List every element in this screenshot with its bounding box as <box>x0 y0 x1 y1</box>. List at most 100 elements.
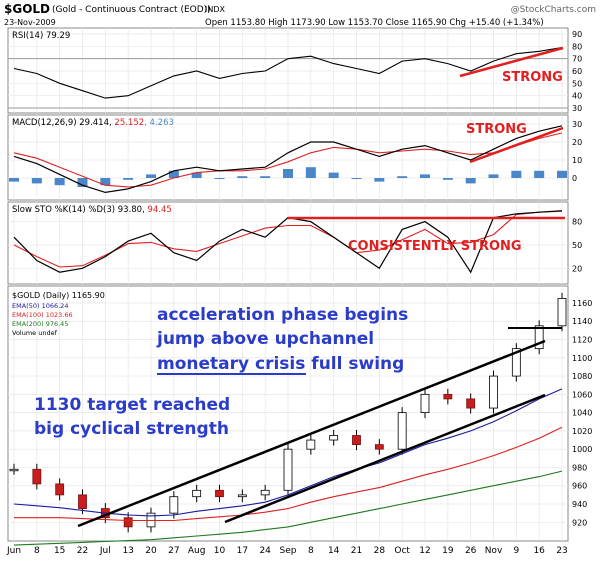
macd-histogram-bar <box>374 178 385 182</box>
x-tick-label: 26 <box>465 546 477 556</box>
macd-histogram-bar <box>283 169 293 178</box>
rsi-tick-label: 60 <box>572 67 582 76</box>
macd-tick-label: 20 <box>572 138 582 147</box>
rsi-tick-label: 40 <box>572 92 582 101</box>
macd-strong-note: STRONG <box>466 122 527 137</box>
candle-body <box>397 412 407 450</box>
candle-body <box>489 375 498 409</box>
ema200-line <box>13 470 563 546</box>
candle-body <box>237 494 247 498</box>
rsi-tick-label: 90 <box>572 30 582 39</box>
macd-histogram-bar <box>465 178 476 184</box>
upper-channel-line <box>77 339 546 528</box>
macd-histogram-bar <box>237 176 248 178</box>
macd-signal-line <box>13 132 563 188</box>
candle-body <box>352 435 361 446</box>
candle-body <box>55 483 65 496</box>
x-tick-label: 27 <box>168 546 179 556</box>
macd-histogram-bar <box>260 176 271 178</box>
x-tick-label: 19 <box>442 546 454 556</box>
exchange: INDX <box>205 5 226 14</box>
x-tick-label: 14 <box>328 546 340 556</box>
macd-histogram-bar <box>77 178 88 187</box>
x-tick-label: 16 <box>533 546 545 556</box>
x-tick-label: 17 <box>237 546 248 556</box>
price-tick-label: 1000 <box>572 445 592 454</box>
macd-histogram-bar <box>191 172 202 178</box>
macd-histogram-bar <box>168 170 179 178</box>
macd-label-c: , 4.263 <box>144 118 174 128</box>
watermark: @StockCharts.com <box>511 5 596 15</box>
macd-histogram-bar <box>420 174 430 178</box>
sto-label-a: Slow STO %K(14) %D(3) 93.80, <box>12 205 148 215</box>
rsi-tick-label: 50 <box>572 79 582 88</box>
candle-body <box>283 448 293 491</box>
date: 23-Nov-2009 <box>4 18 56 27</box>
macd-histogram-bar <box>488 174 499 178</box>
macd-histogram-bar <box>214 178 225 179</box>
x-tick-label: 9 <box>513 546 519 556</box>
ema50-line <box>13 388 563 517</box>
price-tick-label: 940 <box>572 500 587 509</box>
x-tick-label: 10 <box>214 546 226 556</box>
macd-histogram-bar <box>123 178 134 180</box>
candle-body <box>32 468 42 485</box>
candle-body <box>557 297 567 327</box>
candle-body <box>466 398 476 409</box>
candle-body <box>9 468 19 472</box>
price-legend-3: EMA(200) 976.45 <box>12 320 68 328</box>
sto-tick-label: 20 <box>572 264 582 273</box>
macd-histogram-bar <box>31 178 42 184</box>
x-tick-label: 15 <box>54 546 65 556</box>
price-tick-label: 980 <box>572 463 587 472</box>
x-tick-label: 23 <box>556 546 567 556</box>
candle-body <box>420 393 430 414</box>
x-tick-label: Jul <box>99 546 111 556</box>
rsi-tick-label: 80 <box>572 42 582 51</box>
price-legend-0: $GOLD (Daily) 1165.90 <box>12 291 105 300</box>
rsi-strong-note: STRONG <box>502 70 563 85</box>
rsi-trend-arrow <box>459 46 564 78</box>
rsi-line <box>13 47 563 99</box>
sto-tick-label: 50 <box>572 241 582 250</box>
macd-histogram-bar <box>54 178 65 186</box>
ohlc: Open 1153.80 High 1173.90 Low 1153.70 Cl… <box>205 18 544 28</box>
candle-body <box>443 393 453 400</box>
price-tick-label: 1160 <box>572 299 592 308</box>
sto-label: Slow STO %K(14) %D(3) 93.80, 94.45 <box>12 205 172 215</box>
ema100-line <box>14 426 563 522</box>
x-tick-label: Aug <box>188 546 206 556</box>
target-note-1: 1130 target reached <box>34 395 230 415</box>
candle-body <box>78 494 87 509</box>
candle-body <box>374 444 384 450</box>
rsi-tick-label: 30 <box>572 104 582 113</box>
macd-tick-label: 10 <box>572 156 582 165</box>
x-tick-label: 13 <box>122 546 133 556</box>
rsi-label: RSI(14) 79.29 <box>12 31 70 41</box>
macd-histogram-bar <box>305 167 316 178</box>
x-tick-label: 24 <box>259 546 271 556</box>
price-tick-label: 1060 <box>572 390 592 399</box>
candle-body <box>260 489 270 496</box>
x-tick-label: 22 <box>77 546 88 556</box>
candle-body <box>329 435 339 441</box>
symbol: $GOLD <box>4 2 50 16</box>
macd-histogram-bar <box>351 178 362 179</box>
x-tick-label: Sep <box>280 546 297 556</box>
target-note-2: big cyclical strength <box>34 419 229 439</box>
macd-histogram-bar <box>100 178 111 186</box>
x-tick-label: 21 <box>351 546 362 556</box>
x-tick-label: 20 <box>145 546 157 556</box>
price-tick-label: 1080 <box>572 372 592 381</box>
price-legend-2: EMA(100) 1023.66 <box>12 311 73 319</box>
macd-tick-label: 0 <box>572 174 577 183</box>
price-tick-label: 1100 <box>572 354 592 363</box>
price-tick-label: 1140 <box>572 317 592 326</box>
accel-note-3a: monetary crisis <box>157 354 305 374</box>
sto-strong-note: CONSISTENTLY STRONG <box>348 239 522 254</box>
candle-body <box>306 439 316 450</box>
x-tick-label: 12 <box>419 546 430 556</box>
macd-label-b: 25.152 <box>114 118 144 128</box>
accel-note-3b: full swing <box>305 354 404 374</box>
